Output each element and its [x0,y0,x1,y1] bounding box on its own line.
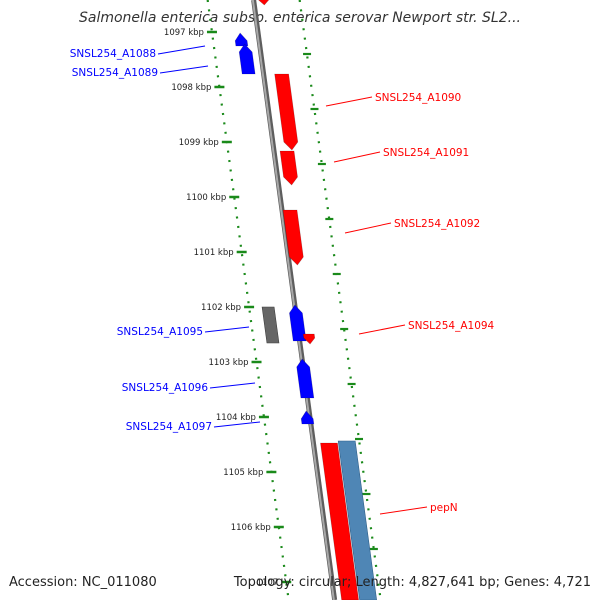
gene-label-reverse: SNSL254_A1095 [117,326,203,338]
leader-line [213,421,261,428]
leader-line [325,96,373,107]
leader-line [333,151,381,163]
tick-label: 1107 [257,578,279,588]
gene-label-forward: SNSL254_A1094 [408,320,495,332]
topology-summary: Topology: circular; Length: 4,827,641 bp… [233,575,591,590]
ruler-layer: 1097 kbp 1098 kbp 1099 kbp 1100 kbp 1101 kbp… [164,0,386,605]
tick-label: 1099 kbp [179,138,219,148]
gene-label-reverse: SNSL254_A1097 [126,421,212,433]
ruler-dotted-right [298,0,382,601]
gene-arrow-sn-sl254-a1090-body [274,73,299,151]
gene-arrow-sn-sl254-a1097 [300,410,315,425]
gene-arrow-top-fragment [258,0,270,6]
feature-layer [234,0,377,601]
gene-arrow-sn-sl254-a1090 [274,73,299,151]
gene-arrow-sn-sl254-a1091 [279,150,298,186]
gene-arrow-sn-sl254-a1097-body [300,410,315,425]
gene-arrow-sn-sl254-a1096-body [296,358,315,399]
gene-arrow-sn-sl254-a1094-body [302,333,316,345]
gene-arrow-sn-sl254-a1091-body [279,150,298,186]
leader-line [358,324,406,335]
gene-arrow-sn-sl254-a1089 [238,43,256,75]
tick-label: 1102 kbp [201,303,241,313]
gene-arrow-sn-sl254-a1092 [282,209,304,266]
map-title: Salmonella enterica subsp. enterica sero… [79,10,521,26]
gene-arrow-sn-sl254-a1094 [302,333,316,345]
leader-line [204,326,250,333]
gene-arrow-sn-sl254-a1088 [234,32,249,47]
tick-label: 1101 kbp [194,248,234,258]
gene-arrow-sn-sl254-a1092-body [282,209,304,266]
tick-label: 1100 kbp [186,193,226,203]
leader-line [379,506,428,515]
tick-label: 1106 kbp [231,523,271,533]
tick-label: 1103 kbp [208,358,248,368]
gene-arrow-sn-sl254-a1096 [296,358,315,399]
gene-label-forward: SNSL254_A1090 [375,92,461,104]
leader-line [159,65,209,74]
gene-label-forward: SNSL254_A1092 [394,218,480,230]
gene-block-grey [261,306,280,344]
gene-label-reverse: SNSL254_A1089 [72,67,158,79]
backbone-layer [251,0,338,601]
ruler-dotted-left [206,0,290,601]
gene-label-forward: pepN [430,502,458,514]
backbone-highlight [251,0,335,601]
gene-arrow-sn-sl254-a1089-body [238,43,256,75]
leader-line [157,45,206,55]
gene-label-forward: SNSL254_A1091 [383,147,469,159]
gene-arrow-sn-sl254-a1095 [289,304,307,342]
gene-label-reverse: SNSL254_A1088 [70,48,156,60]
gene-label-reverse: SNSL254_A1096 [122,382,209,394]
accession-label: Accession: NC_011080 [9,575,157,590]
leader-line [209,382,256,389]
tick-label: 1104 kbp [216,413,256,423]
gene-arrow-sn-sl254-a1088-body [234,32,249,47]
gene-arrow-sn-sl254-a1095-body [289,304,307,342]
tick-label: 1098 kbp [171,83,211,93]
gene-arrow-top-fragment-body [258,0,270,6]
tick-label: 1105 kbp [223,468,263,478]
tick-label: 1097 kbp [164,28,204,38]
leader-line [344,222,392,234]
label-layer: SNSL254_A1088 SNSL254_A1089 SNSL254_A1095 S… [70,45,495,515]
